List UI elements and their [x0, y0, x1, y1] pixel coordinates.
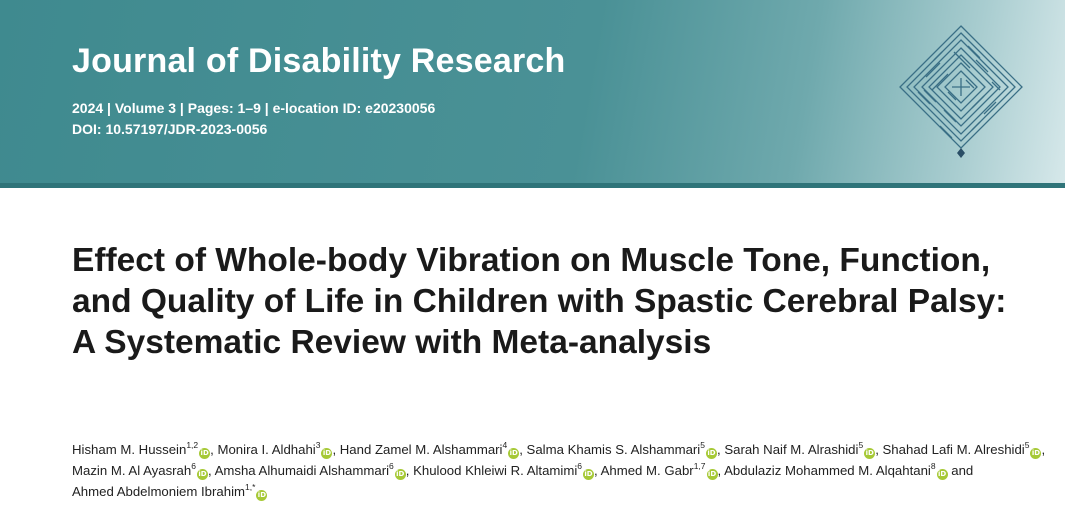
author-entry: Sarah Naif M. Alrashidi5iD [724, 440, 876, 459]
author-entry: Abdulaziz Mohammed M. Alqahtani8iD [724, 461, 948, 480]
orcid-icon[interactable]: iD [936, 469, 948, 480]
author-name: Shahad Lafi M. Alreshidi [882, 442, 1025, 457]
author-name: Sarah Naif M. Alrashidi [724, 442, 859, 457]
orcid-icon[interactable]: iD [508, 448, 520, 459]
author-entry: Mazin M. Al Ayasrah6iD [72, 461, 208, 480]
author-affiliation: 1,2 [186, 440, 199, 450]
author-affiliation: 6 [191, 461, 196, 471]
author-name: Monira I. Aldhahi [217, 442, 316, 457]
author-entry: Hisham M. Hussein1,2iD [72, 440, 211, 459]
author-entry: Hand Zamel M. Alshammari4iD [339, 440, 520, 459]
author-separator: , [405, 463, 414, 478]
author-separator: , [1041, 442, 1046, 457]
journal-header-band: Journal of Disability Research 2024 | Vo… [0, 0, 1065, 183]
author-name: Amsha Alhumaidi Alshammari [214, 463, 390, 478]
author-name: Abdulaziz Mohammed M. Alqahtani [724, 463, 931, 478]
author-entry: Salma Khamis S. Alshammari5iD [526, 440, 717, 459]
author-entry: Monira I. Aldhahi3iD [217, 440, 333, 459]
publication-meta: 2024 | Volume 3 | Pages: 1–9 | e-locatio… [72, 100, 436, 116]
author-name: Khulood Khleiwi R. Altamimi [413, 463, 578, 478]
author-affiliation: 5 [858, 440, 864, 450]
author-affiliation: 1,* [245, 482, 256, 492]
orcid-icon[interactable]: iD [706, 469, 718, 480]
orcid-icon[interactable]: iD [705, 448, 717, 459]
author-affiliation: 5 [700, 440, 705, 450]
author-separator: , [519, 442, 527, 457]
author-separator: , [207, 463, 215, 478]
author-name: Ahmed Abdelmoniem Ibrahim [72, 484, 245, 499]
orcid-icon[interactable]: iD [256, 490, 268, 501]
author-separator: , [594, 463, 601, 478]
author-affiliation: 1,7 [693, 461, 706, 471]
author-entry: Ahmed Abdelmoniem Ibrahim1,*iD [72, 482, 268, 501]
journal-title: Journal of Disability Research [72, 42, 566, 80]
author-affiliation: 3 [315, 440, 321, 450]
author-entry: Khulood Khleiwi R. Altamimi6iD [413, 461, 594, 480]
orcid-icon[interactable]: iD [583, 469, 594, 480]
author-separator: , [875, 442, 883, 457]
author-affiliation: 6 [577, 461, 582, 471]
author-separator: , [717, 463, 725, 478]
author-affiliation: 4 [502, 440, 508, 450]
author-name: Hand Zamel M. Alshammari [339, 442, 503, 457]
header-divider [0, 183, 1065, 188]
author-list: Hisham M. Hussein1,2iD, Monira I. Aldhah… [72, 439, 1062, 502]
author-affiliation: 8 [930, 461, 936, 471]
author-entry: Ahmed M. Gabr1,7iD [600, 461, 718, 480]
article-title: Effect of Whole-body Vibration on Muscle… [72, 242, 1007, 361]
orcid-icon[interactable]: iD [196, 469, 208, 480]
doi-line: DOI: 10.57197/JDR-2023-0056 [72, 121, 268, 137]
orcid-icon[interactable]: iD [199, 448, 211, 459]
orcid-icon[interactable]: iD [394, 469, 406, 480]
author-separator: and [947, 463, 974, 478]
maze-diamond-logo-icon [899, 25, 1023, 158]
author-entry: Shahad Lafi M. Alreshidi5iD [882, 440, 1042, 459]
author-name: Ahmed M. Gabr [600, 463, 694, 478]
orcid-icon[interactable]: iD [1030, 448, 1042, 459]
orcid-icon[interactable]: iD [321, 448, 333, 459]
author-separator: , [332, 442, 340, 457]
author-affiliation: 6 [389, 461, 394, 471]
author-name: Hisham M. Hussein [72, 442, 187, 457]
author-separator: , [210, 442, 218, 457]
orcid-icon[interactable]: iD [864, 448, 876, 459]
author-name: Salma Khamis S. Alshammari [526, 442, 701, 457]
author-entry: Amsha Alhumaidi Alshammari6iD [214, 461, 406, 480]
author-affiliation: 5 [1024, 440, 1030, 450]
author-name: Mazin M. Al Ayasrah [72, 463, 192, 478]
author-separator: , [716, 442, 725, 457]
